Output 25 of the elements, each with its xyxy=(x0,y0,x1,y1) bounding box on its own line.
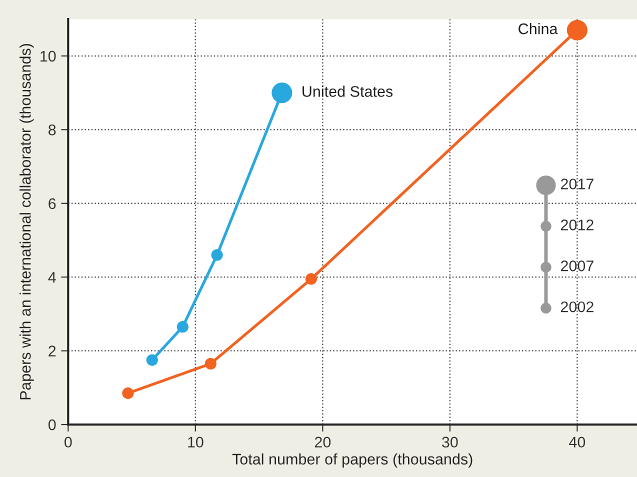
y-tick-label: 4 xyxy=(48,272,56,283)
annotation: 2007 xyxy=(560,260,594,272)
point xyxy=(122,387,134,400)
annotation: 2012 xyxy=(560,220,594,230)
y-tick-label: 6 xyxy=(48,198,56,210)
x-tick-label: 10 xyxy=(188,436,204,448)
x-tick-label: 40 xyxy=(569,436,586,448)
y-tick-label: 10 xyxy=(40,50,56,62)
point xyxy=(305,273,318,285)
point xyxy=(211,249,223,261)
x-axis-title: Total number of papers (thousands) xyxy=(232,453,472,468)
series-label: United States xyxy=(302,86,393,97)
y-tick-label: 2 xyxy=(48,346,56,356)
point xyxy=(146,354,158,366)
point xyxy=(176,321,188,333)
annotation: 2002 xyxy=(560,301,594,312)
x-tick-label: 20 xyxy=(314,436,331,448)
y-tick-label: 8 xyxy=(48,124,56,136)
point xyxy=(204,358,216,370)
y-tick-label: 0 xyxy=(48,419,56,430)
y-axis-title: Papers with an international collaborator (thousands) xyxy=(20,44,34,400)
annotation: 2017 xyxy=(560,178,594,190)
x-tick-label: 30 xyxy=(442,436,458,448)
series-label: China xyxy=(518,23,558,34)
x-tick-label: 0 xyxy=(64,436,72,448)
